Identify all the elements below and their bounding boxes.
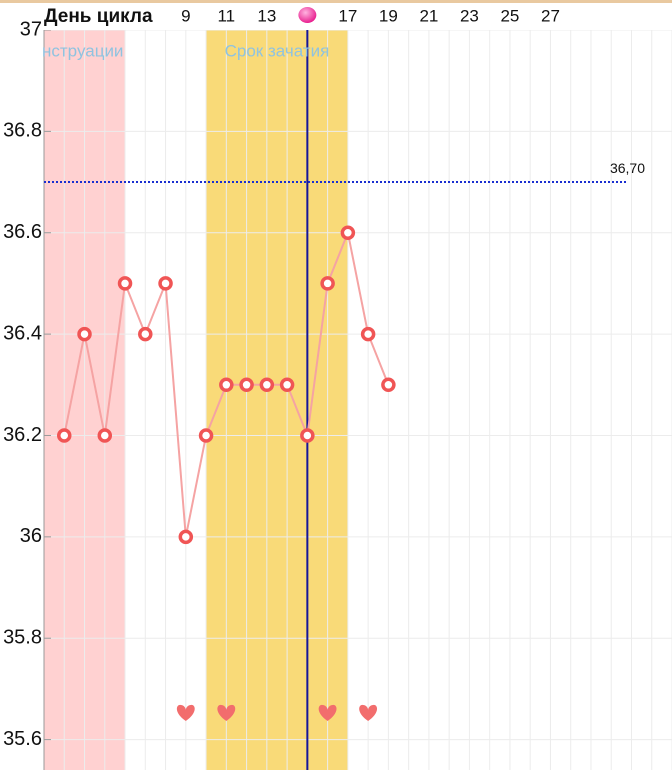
- x-tick-label: 17: [338, 6, 357, 25]
- y-tick-label: 36.4: [3, 322, 42, 344]
- temperature-point: [178, 529, 194, 545]
- temperature-point: [198, 428, 214, 443]
- temperature-point: [279, 377, 295, 393]
- y-tick-label: 37: [20, 18, 42, 40]
- y-tick-label: 36: [20, 525, 42, 547]
- x-axis-label: День цикла: [44, 6, 153, 27]
- y-tick-label: 36.2: [3, 424, 42, 446]
- temperature-point: [117, 276, 133, 291]
- band: [206, 30, 348, 770]
- temperature-point: [219, 377, 234, 393]
- intercourse-heart: [176, 704, 195, 721]
- intercourse-heart: [217, 704, 236, 721]
- temperature-point: [57, 428, 72, 443]
- temperature-point: [259, 377, 275, 393]
- intercourse-heart: [359, 704, 378, 721]
- band-label: Срок зачатия: [225, 41, 330, 60]
- x-tick-label: 23: [460, 6, 479, 25]
- temperature-point: [77, 326, 92, 342]
- band-label: нструации: [42, 41, 123, 60]
- temperature-point: [158, 276, 173, 291]
- y-tick-label: 36.8: [3, 120, 42, 142]
- x-tick-label: 21: [419, 6, 438, 25]
- temperature-point: [239, 377, 254, 393]
- y-tick-label: 35.6: [3, 728, 42, 750]
- temperature-point: [300, 428, 315, 443]
- temperature-point: [97, 428, 113, 443]
- x-tick-label: 9: [181, 6, 190, 25]
- x-tick-label: 19: [379, 6, 398, 25]
- coverline-label: 36,70: [610, 160, 645, 176]
- y-tick-label: 36.6: [3, 221, 42, 243]
- temperature-point: [381, 377, 396, 393]
- header-bg: [0, 0, 672, 30]
- temperature-point: [138, 326, 153, 342]
- intercourse-heart: [318, 704, 337, 721]
- temperature-point: [320, 276, 335, 291]
- x-tick-label: 11: [217, 6, 235, 25]
- temperature-point: [340, 225, 356, 240]
- y-tick-label: 35.8: [3, 627, 42, 649]
- temperature-point: [360, 326, 376, 342]
- x-tick-label: 25: [500, 6, 519, 25]
- header-border: [0, 0, 672, 3]
- ovulation-marker: [298, 7, 317, 23]
- x-tick-label: 27: [541, 6, 560, 25]
- x-tick-label: 13: [257, 6, 276, 25]
